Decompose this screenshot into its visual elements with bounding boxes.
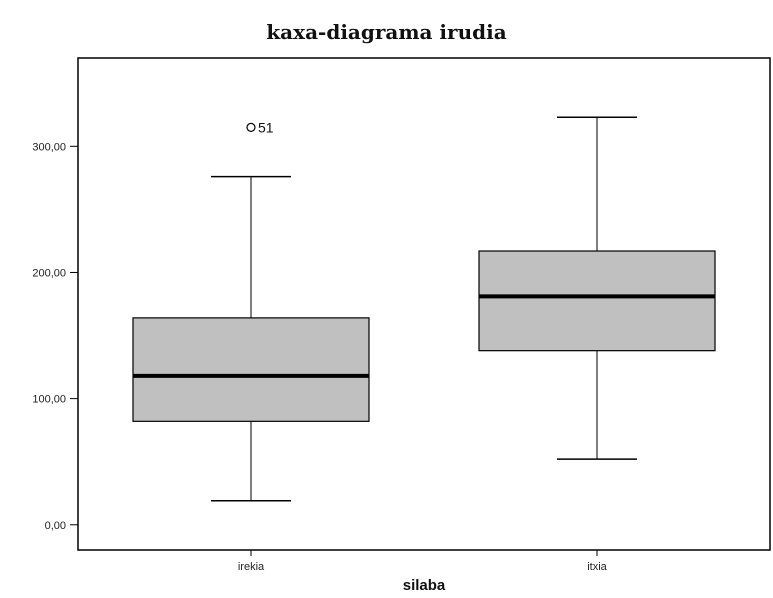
- x-tick-label: itxia: [587, 561, 607, 573]
- outlier-label: 51: [258, 119, 274, 135]
- box-itxia: [478, 250, 716, 352]
- y-tick-label: 0,00: [45, 520, 66, 532]
- x-tick-label: irekia: [238, 561, 265, 573]
- y-tick-label: 200,00: [32, 267, 66, 279]
- plot-area: 0,00 100,00 200,00 300,00 51 irekia itxia silab…: [32, 57, 771, 594]
- y-tick-label: 100,00: [32, 394, 66, 406]
- y-tick-label: 300,00: [32, 141, 66, 153]
- x-axis-title: silaba: [403, 577, 446, 594]
- outlier-point: [246, 122, 256, 132]
- box-irekia: [132, 317, 370, 422]
- chart-title: kaxa-diagrama irudia: [266, 20, 507, 44]
